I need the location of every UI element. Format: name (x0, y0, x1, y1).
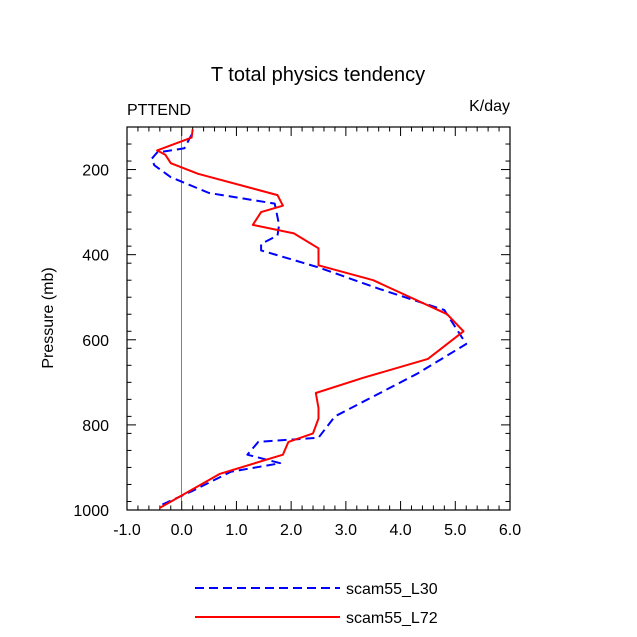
y-tick-label: 400 (82, 248, 109, 265)
y-tick-label: 1000 (73, 503, 109, 520)
variable-label: PTTEND (127, 102, 191, 119)
units-label: K/day (469, 98, 510, 115)
legend-label-scam55-l30: scam55_L30 (346, 581, 438, 598)
chart-title: T total physics tendency (211, 64, 425, 86)
x-tick-label: 4.0 (389, 522, 411, 539)
y-tick-label: 600 (82, 333, 109, 350)
plot-frame (126, 126, 511, 511)
series-line-scam55-l30 (150, 134, 468, 507)
x-tick-label: 5.0 (444, 522, 466, 539)
y-tick-label: 800 (82, 418, 109, 435)
x-tick-label: 2.0 (280, 522, 302, 539)
x-tick-label: 1.0 (225, 522, 247, 539)
legend-label-scam55-l72: scam55_L72 (346, 610, 438, 627)
x-tick-label: 0.0 (171, 522, 193, 539)
series-line-scam55-l72 (156, 128, 465, 509)
x-tick-label: 6.0 (499, 522, 521, 539)
y-tick-label: 200 (82, 163, 109, 180)
x-tick-label: -1.0 (113, 522, 141, 539)
legend: scam55_L30 scam55_L72 (195, 581, 438, 627)
x-tick-label: 3.0 (335, 522, 357, 539)
y-axis-label: Pressure (mb) (40, 267, 57, 368)
